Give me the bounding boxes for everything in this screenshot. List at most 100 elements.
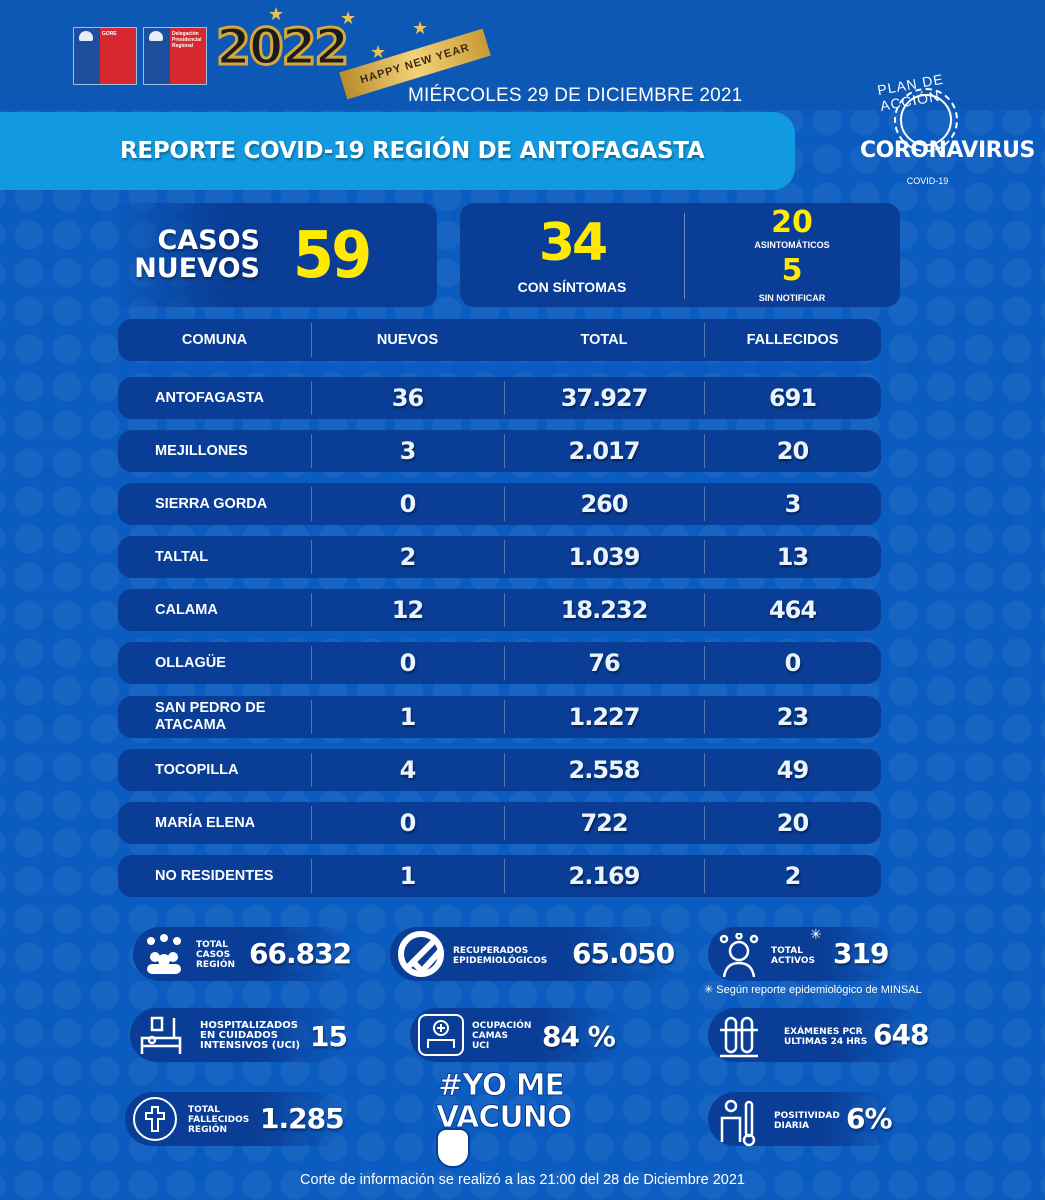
asterisk-icon: ✳ [810, 926, 822, 942]
fallecidos-value: 1.285 [260, 1102, 345, 1135]
comuna-name: CALAMA [155, 601, 218, 618]
comuna-name: ANTOFAGASTA [155, 389, 265, 406]
ocupacion-value: 84 % [542, 1020, 616, 1053]
nuevos-value: 0 [399, 809, 417, 837]
ocupacion-label: OCUPACIÓN CAMAS UCI [472, 1021, 532, 1051]
comuna-name: NO RESIDENTES [155, 867, 274, 884]
fallecidos-label: TOTAL FALLECIDOS REGIÓN [188, 1105, 250, 1135]
uci-label: HOSPITALIZADOS EN CUIDADOS INTENSIVOS (UCI… [200, 1020, 301, 1051]
recuperados-label: RECUPERADOS EPIDEMIOLÓGICOS [453, 946, 548, 966]
nuevos-value: 1 [399, 862, 417, 890]
table-row: ANTOFAGASTA 36 37.927 691 [118, 377, 881, 419]
virus-check-icon [396, 929, 446, 979]
total-value: 2.558 [568, 756, 641, 784]
divider [311, 323, 312, 357]
total-activos-stat: TOTAL ACTIVOS 319 [708, 927, 898, 981]
total-value: 722 [580, 809, 628, 837]
table-row: NO RESIDENTES 1 2.169 2 [118, 855, 881, 897]
fallecidos-value: 23 [776, 703, 809, 731]
report-date: MIÉRCOLES 29 DE DICIEMBRE 2021 [408, 85, 743, 106]
delegacion-logo: Delegación Presidencial Regional [143, 27, 207, 85]
recuperados-value: 65.050 [572, 937, 675, 970]
star-icon: ★ [370, 42, 387, 62]
table-row: OLLAGÜE 0 76 0 [118, 642, 881, 684]
ocupacion-stat: OCUPACIÓN CAMAS UCI 84 % [410, 1008, 625, 1062]
total-value: 260 [580, 490, 628, 518]
pcr-value: 648 [873, 1018, 929, 1051]
pcr-stat: EXÁMENES PCR ULTIMAS 24 HRS 648 [708, 1008, 929, 1062]
star-icon: ★ [412, 18, 429, 38]
casos-nuevos-panel: CASOS NUEVOS 59 [110, 203, 437, 307]
table-row: TALTAL 2 1.039 13 [118, 536, 881, 578]
data-cutoff-footer: Corte de información se realizó a las 21… [300, 1172, 745, 1188]
casos-nuevos-value: 59 [293, 219, 372, 293]
positividad-label: POSITIVIDAD DIARIA [774, 1111, 840, 1131]
uci-stat: HOSPITALIZADOS EN CUIDADOS INTENSIVOS (UCI… [130, 1008, 348, 1062]
recuperados-stat: RECUPERADOS EPIDEMIOLÓGICOS 65.050 [390, 927, 680, 981]
table-row: CALAMA 12 18.232 464 [118, 589, 881, 631]
gore-logo: GORE [73, 27, 137, 85]
table-row: MEJILLONES 3 2.017 20 [118, 430, 881, 472]
nuevos-value: 36 [391, 384, 424, 412]
sin-notificar-label: SIN NOTIFICAR [758, 293, 826, 303]
total-value: 76 [588, 649, 620, 677]
comuna-name: MEJILLONES [155, 442, 248, 459]
col-header-nuevos: NUEVOS [376, 332, 439, 348]
table-row: SAN PEDRO DE ATACAMA 1 1.227 23 [118, 696, 881, 738]
comuna-name: SIERRA GORDA [155, 495, 268, 512]
positividad-stat: POSITIVIDAD DIARIA 6% [708, 1092, 898, 1147]
col-header-total: TOTAL [580, 332, 628, 348]
total-value: 37.927 [560, 384, 649, 412]
star-icon: ★ [268, 4, 285, 24]
table-row: SIERRA GORDA 0 260 3 [118, 483, 881, 525]
comuna-name: MARÍA ELENA [155, 814, 256, 831]
icu-bed-icon [418, 1014, 464, 1056]
cross-icon [133, 1097, 177, 1141]
total-value: 1.227 [568, 703, 641, 731]
logo-text: GORE [102, 31, 117, 37]
victory-hand-icon [436, 1128, 470, 1168]
comuna-name: TOCOPILLA [155, 761, 239, 778]
table-row: MARÍA ELENA 0 722 20 [118, 802, 881, 844]
asintomaticos-value: 20 [771, 205, 813, 240]
nuevos-value: 0 [399, 649, 417, 677]
table-header: COMUNA NUEVOS TOTAL FALLECIDOS [118, 319, 881, 361]
people-virus-icon [141, 933, 187, 975]
fallecidos-value: 2 [784, 862, 802, 890]
fallecidos-value: 3 [784, 490, 802, 518]
total-casos-stat: TOTAL CASOS REGIÓN 66.832 [133, 927, 353, 981]
fallecidos-value: 20 [776, 437, 809, 465]
nuevos-value: 0 [399, 490, 417, 518]
fallecidos-value: 0 [784, 649, 802, 677]
person-thermometer-icon [716, 1098, 762, 1147]
test-tubes-icon [716, 1014, 762, 1058]
total-value: 2.169 [568, 862, 641, 890]
col-header-comuna: COMUNA [181, 331, 248, 348]
asintomaticos-label: ASINTOMÁTICOS [754, 240, 830, 250]
casos-nuevos-label: CASOS NUEVOS [134, 225, 260, 284]
title-band: REPORTE COVID-19 REGIÓN DE ANTOFAGASTA [0, 112, 795, 190]
sin-notificar-value: 5 [781, 253, 803, 288]
chile-crest-icon [149, 31, 163, 41]
total-casos-value: 66.832 [249, 937, 352, 970]
col-header-fallecidos: FALLECIDOS [746, 332, 839, 348]
comuna-name: OLLAGÜE [155, 654, 226, 671]
fallecidos-value: 691 [768, 384, 817, 412]
page-title: REPORTE COVID-19 REGIÓN DE ANTOFAGASTA [120, 138, 705, 164]
star-icon: ★ [340, 8, 357, 28]
symptoms-panel: 34 CON SÍNTOMAS 20 ASINTOMÁTICOS 5 SIN N… [460, 203, 900, 307]
fallecidos-value: 13 [776, 543, 809, 571]
divider [704, 323, 705, 357]
logo-text: Delegación Presidencial Regional [172, 31, 202, 49]
comuna-name: SAN PEDRO DE ATACAMA [155, 700, 266, 733]
virus-icon [894, 88, 958, 152]
fallecidos-value: 20 [776, 809, 809, 837]
campaign-line1: #YO ME [437, 1068, 565, 1103]
nuevos-value: 12 [391, 596, 424, 624]
total-activos-value: 319 [833, 937, 889, 970]
nuevos-value: 4 [399, 756, 417, 784]
hospital-bed-icon [138, 1014, 184, 1056]
fallecidos-value: 49 [776, 756, 809, 784]
logo-covid-text: COVID-19 [906, 176, 949, 186]
fallecidos-value: 464 [768, 596, 817, 624]
